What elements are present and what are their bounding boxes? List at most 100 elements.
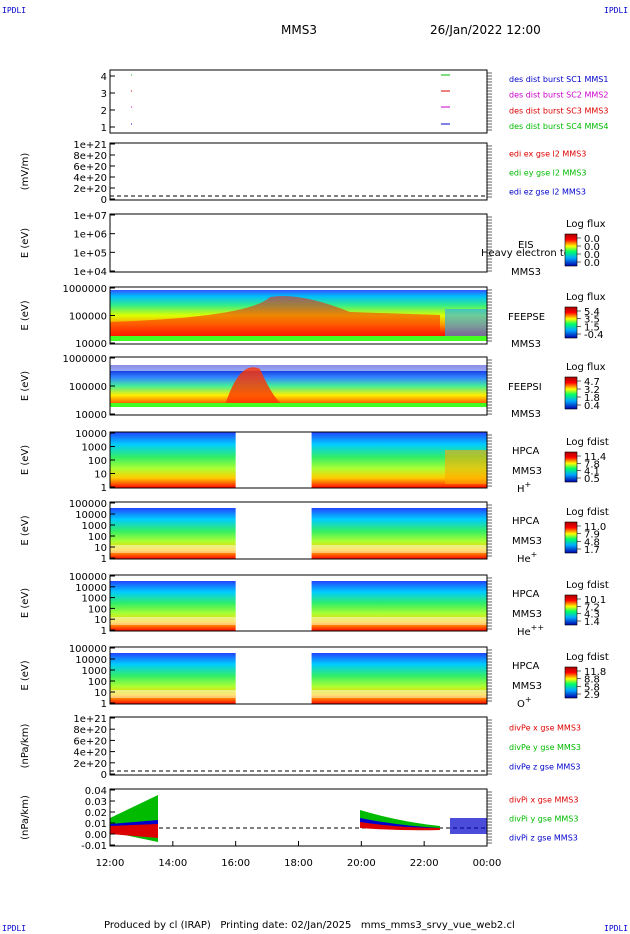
spacecraft-label: MMS3: [511, 339, 541, 350]
divpi-frame: [109, 788, 488, 847]
colorbar-title: Log fdist: [566, 437, 609, 448]
y-tick-label: 1e+06: [73, 230, 107, 241]
colorbar: [564, 233, 578, 267]
corner-label-bottom-right: IPDLI: [604, 924, 629, 933]
y-tick-label: 4e+20: [73, 173, 107, 184]
colorbar-tick-label: 0.0: [584, 250, 600, 261]
y-axis-label: (nPa/km): [20, 795, 31, 840]
hpca_o-frame: [109, 646, 488, 705]
hpca_o-sparse-low-left: [110, 690, 236, 698]
colorbar-tick-label: 3.2: [584, 385, 600, 396]
feepsi-peak: [225, 367, 285, 405]
colorbar: [564, 376, 578, 410]
feepsi-spectrogram: [110, 365, 487, 407]
colorbar-tick-label: 7.8: [584, 459, 600, 470]
y-tick-label: 100000: [69, 644, 107, 655]
colorbar-tick-label: 4.7: [584, 377, 600, 388]
hpca_he2-frame: [109, 574, 488, 632]
spacecraft-label: MMS3: [512, 536, 542, 547]
instrument-label: HPCA: [512, 516, 540, 527]
y-tick-label: 8e+20: [73, 725, 107, 736]
y-tick-label: 0.00: [85, 830, 107, 841]
y-tick-label: 10: [94, 688, 107, 699]
hpca_he-frame: [109, 501, 488, 560]
hpca_o-spectrogram-left: [110, 653, 236, 704]
y-axis-label: E (eV): [20, 660, 31, 690]
legend-entry: des dist burst SC3 MMS3: [509, 106, 608, 115]
y-tick-label: 1e+07: [73, 211, 107, 222]
colorbar-tick-label: 0.4: [584, 401, 600, 412]
x-tick-label: 20:00: [347, 858, 376, 869]
y-tick-label: 10: [94, 470, 107, 481]
date-title: 26/Jan/2022 12:00: [430, 23, 541, 37]
y-tick-label: 1000: [82, 443, 107, 454]
y-tick-label: 10: [94, 543, 107, 554]
hpca_h-spectrogram-left: [110, 432, 236, 488]
instrument-label: HPCA: [512, 661, 540, 672]
y-tick-label: 100: [88, 456, 107, 467]
y-axis-label: E (eV): [20, 588, 31, 618]
hpca_he-spectrogram-left: [110, 508, 236, 559]
y-tick-label: 1: [101, 626, 107, 637]
colorbar-title: Log flux: [566, 362, 606, 373]
y-tick-label: 4: [101, 72, 107, 83]
colorbar-title: Log fdist: [566, 652, 609, 663]
x-tick-label: 12:00: [96, 858, 125, 869]
spacecraft-title: MMS3: [281, 23, 317, 37]
colorbar-tick-label: 0.0: [584, 234, 600, 245]
y-tick-label: 0: [101, 770, 107, 781]
hpca_he2-spectrogram-left: [110, 581, 236, 631]
colorbar-title: Log fdist: [566, 580, 609, 591]
hpca_he2-spectrogram-right: [311, 581, 487, 631]
feepse-low-band: [110, 336, 487, 341]
colorbar: [564, 594, 578, 626]
y-axis-label: (nPa/km): [20, 724, 31, 769]
legend-entry: divPi x gse MMS3: [509, 796, 578, 805]
y-axis-label: (mV/m): [20, 153, 31, 191]
colorbar-tick-label: 5.4: [584, 307, 600, 318]
y-tick-label: 1000000: [62, 284, 107, 295]
spacecraft-label: MMS3: [511, 409, 541, 420]
y-tick-label: 10000: [75, 410, 107, 421]
instrument-label: FEEPSE: [508, 312, 545, 323]
y-tick-label: 1e+21: [73, 714, 107, 725]
y-tick-label: 10000: [75, 429, 107, 440]
y-tick-label: 3: [101, 89, 107, 100]
colorbar: [564, 666, 578, 699]
colorbar: [564, 451, 578, 483]
feepsi-noise-band: [110, 361, 487, 371]
y-tick-label: -0.01: [81, 841, 107, 852]
footer-credit: Produced by cl (IRAP) Printing date: 02/…: [104, 920, 515, 931]
colorbar-tick-label: 7.2: [584, 602, 600, 613]
divpe-frame: [109, 716, 488, 776]
colorbar-tick-label: 1.7: [584, 545, 600, 556]
y-tick-label: 6e+20: [73, 736, 107, 747]
legend-entry: edi ez gse l2 MMS3: [509, 188, 586, 197]
y-tick-label: 1e+04: [73, 267, 107, 278]
spacecraft-label: MMS3: [511, 267, 541, 278]
y-tick-label: 100: [88, 532, 107, 543]
species-label: O+: [517, 695, 532, 710]
colorbar-tick-label: 3.5: [584, 315, 600, 326]
species-label: He+: [517, 550, 537, 565]
y-tick-label: 10000: [75, 510, 107, 521]
colorbar: [564, 306, 578, 339]
species-label: He++: [517, 623, 544, 638]
colorbar: [564, 521, 578, 554]
y-tick-label: 1000: [82, 594, 107, 605]
y-tick-label: 1: [101, 123, 107, 134]
feepse-high-flux: [110, 296, 440, 338]
colorbar-tick-label: 4.1: [584, 467, 600, 478]
edi-frame: [109, 142, 488, 201]
y-tick-label: 1000: [82, 521, 107, 532]
y-axis-label: E (eV): [20, 445, 31, 475]
colorbar-tick-label: 4.3: [584, 610, 600, 621]
legend-entry: des dist burst SC1 MMS1: [509, 75, 608, 84]
legend-entry: edi ex gse l2 MMS3: [509, 150, 586, 159]
y-tick-label: 0.03: [85, 797, 107, 808]
y-tick-label: 6e+20: [73, 162, 107, 173]
overlay-label: Heavy electron to: [481, 248, 570, 259]
y-tick-label: 1: [101, 554, 107, 565]
species-label: H+: [517, 480, 531, 495]
